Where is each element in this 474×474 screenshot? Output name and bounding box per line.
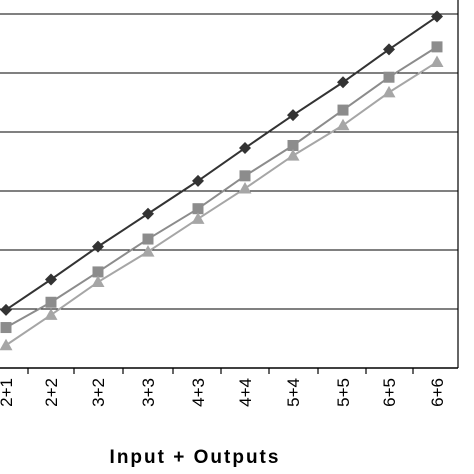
x-tick-label: 5+4 — [284, 378, 303, 407]
data-point — [239, 142, 251, 155]
data-point — [142, 233, 154, 245]
data-point — [191, 212, 205, 224]
x-tick-label: 5+5 — [334, 378, 353, 407]
x-tick-label: 2+2 — [42, 378, 61, 407]
x-tick-label: 4+3 — [189, 378, 208, 407]
series-square — [0, 41, 443, 334]
grid-lines — [0, 13, 458, 310]
x-axis-title: Input + Outputs — [110, 447, 281, 468]
data-point — [383, 71, 395, 83]
data-point — [238, 181, 252, 194]
data-point — [431, 41, 443, 53]
data-point — [239, 170, 251, 182]
data-point — [383, 43, 395, 56]
x-tick-labels: 2+1 2+2 3+2 3+3 4+3 4+4 5+4 5+5 6+5 6+6 — [0, 378, 447, 407]
data-point — [91, 275, 105, 288]
data-point — [0, 322, 12, 334]
data-point — [287, 139, 299, 151]
data-point — [431, 10, 443, 23]
x-tick-label: 4+4 — [236, 378, 255, 407]
data-point — [44, 308, 58, 320]
series-group — [0, 10, 444, 351]
data-point — [92, 266, 104, 278]
data-point — [287, 109, 299, 122]
data-point — [141, 245, 155, 257]
data-point — [142, 207, 154, 220]
data-point — [45, 296, 57, 308]
data-point — [337, 104, 349, 116]
data-point — [336, 118, 350, 131]
axes — [0, 0, 459, 374]
data-point — [286, 149, 300, 161]
data-point — [192, 203, 204, 215]
data-point — [192, 174, 204, 187]
x-tick-label: 3+2 — [89, 378, 108, 407]
series-diamond — [0, 10, 443, 316]
series-line — [5, 61, 438, 347]
data-point — [0, 303, 12, 316]
x-tick-label: 2+1 — [0, 378, 16, 407]
data-point — [430, 55, 444, 68]
series-triangle — [0, 55, 444, 351]
series-line — [5, 46, 438, 329]
series-line — [5, 15, 438, 311]
x-tick-label: 6+5 — [380, 378, 399, 407]
data-point — [382, 85, 396, 98]
data-point — [45, 273, 57, 286]
x-tick-label: 6+6 — [428, 378, 447, 407]
x-tick-label: 3+3 — [139, 378, 158, 407]
data-point — [0, 338, 13, 351]
data-point — [337, 76, 349, 89]
data-point — [92, 240, 104, 253]
